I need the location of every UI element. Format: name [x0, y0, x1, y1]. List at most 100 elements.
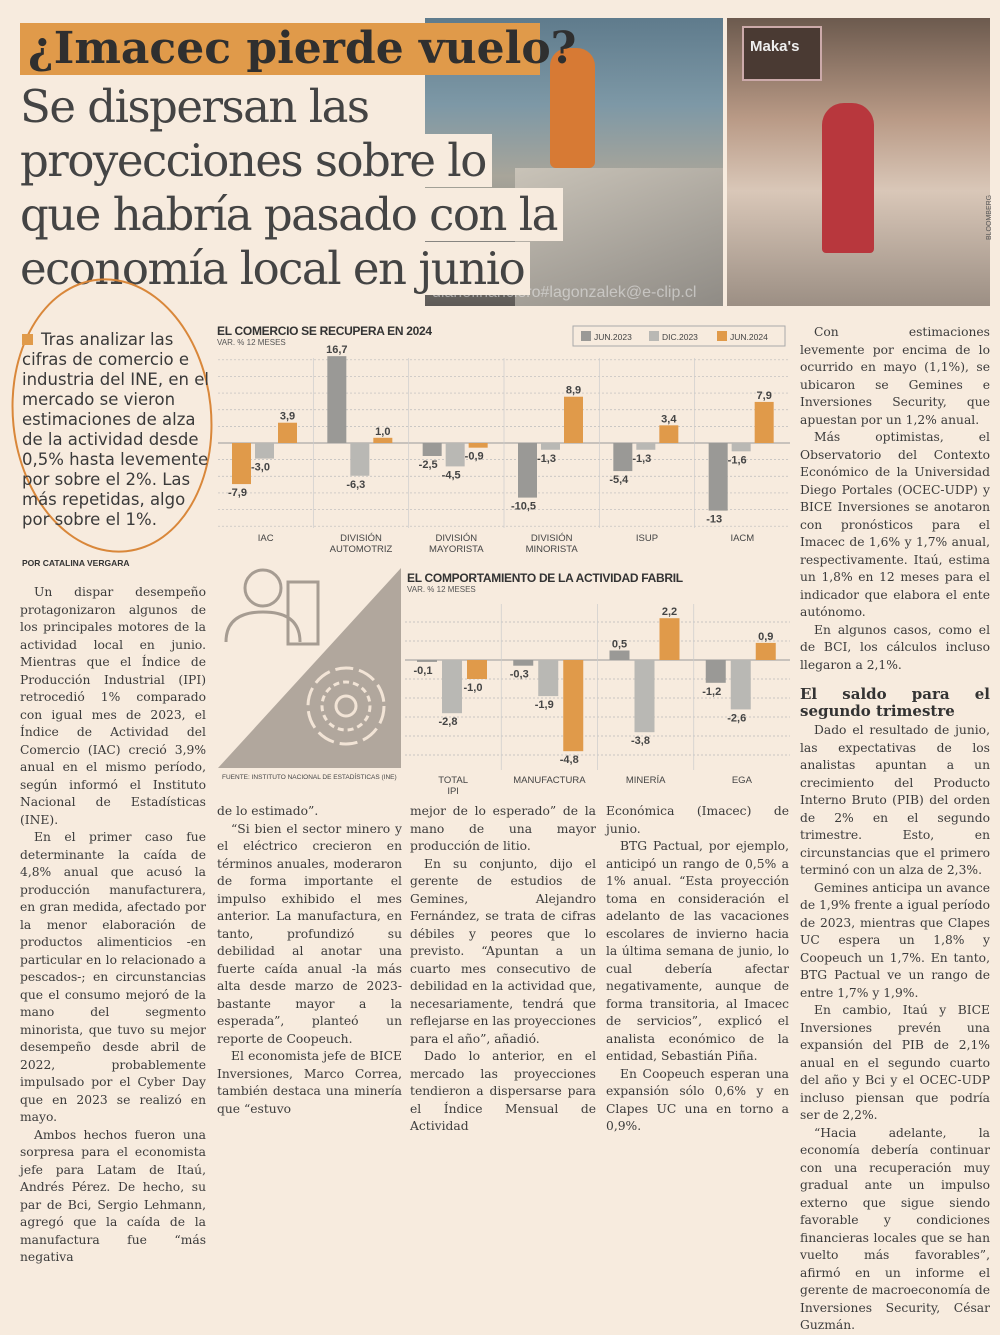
bar-dic-2023 — [445, 443, 465, 467]
category-label: TOTAL — [438, 775, 468, 786]
data-label: 0,9 — [758, 631, 773, 643]
bar-dic-2023 — [730, 660, 751, 710]
paragraph: En Coopeuch esperan una expansión sólo 0… — [606, 1066, 789, 1134]
data-label: -4,8 — [560, 754, 579, 766]
paragraph: Dado lo anterior, en el mercado las proy… — [410, 1049, 596, 1133]
paragraph: de lo estimado”. — [217, 804, 319, 818]
bar-jun-2023 — [417, 660, 437, 662]
bar-jun-2024 — [468, 443, 488, 448]
data-label: -10,5 — [511, 501, 536, 513]
data-label: -1,3 — [632, 453, 651, 465]
legend-label: JUN.2024 — [730, 332, 768, 342]
chart1-header: EL COMERCIO SE RECUPERA EN 2024 VAR. % 1… — [217, 324, 432, 347]
bar-jun-2024 — [659, 618, 680, 660]
legend-swatch — [717, 331, 727, 341]
data-label: -0,3 — [510, 669, 529, 681]
data-label: -4,5 — [442, 469, 461, 481]
data-label: -2,5 — [419, 459, 438, 471]
data-label: -3,8 — [631, 735, 650, 747]
paragraph: BTG Pactual, por ejemplo, anticipó un ra… — [606, 839, 789, 1063]
data-label: 0,5 — [612, 639, 627, 651]
data-label: -1,9 — [535, 699, 554, 711]
bar-jun-2023 — [518, 443, 537, 498]
data-label: -1,0 — [464, 682, 483, 694]
photo-credit: BLOOMBERG — [986, 194, 993, 240]
bar-jun-2023 — [708, 443, 728, 511]
bar-jun-2023 — [232, 443, 251, 485]
category-label: MINERÍA — [626, 775, 666, 786]
data-label: -2,8 — [439, 716, 458, 728]
paragraph: mejor de lo esperado” de la mano de una … — [410, 804, 596, 853]
bar-jun-2024 — [467, 660, 487, 679]
category-label: IAC — [258, 533, 274, 544]
paragraph: En algunos casos, como el de BCI, los cá… — [800, 622, 990, 672]
data-label: 2,2 — [662, 606, 677, 618]
bar-jun-2023 — [613, 443, 633, 472]
headline-line: economía local en junio — [20, 242, 531, 295]
legend-box — [572, 325, 786, 347]
data-label: 1,0 — [375, 426, 390, 438]
paragraph: En cambio, Itaú y BICE Inversiones prevé… — [800, 1003, 990, 1122]
data-label: -2,6 — [727, 712, 746, 724]
paragraph: Más optimistas, el Observatorio del Cont… — [800, 430, 990, 619]
data-label: -0,9 — [465, 451, 484, 463]
store-sign: Maka's — [742, 26, 822, 81]
category-label: IPI — [447, 786, 459, 797]
bar-dic-2023 — [731, 443, 751, 452]
data-label: -7,9 — [228, 487, 247, 499]
category-label: MANUFACTURA — [513, 775, 586, 786]
category-label: MINORISTA — [526, 544, 579, 555]
headline-line: que habría pasado con la — [20, 188, 563, 241]
bar-jun-2024 — [659, 425, 679, 443]
legend-label: JUN.2023 — [594, 332, 632, 342]
lede: Tras analizar las cifras de comercio e i… — [22, 330, 212, 530]
bar-jun-2023 — [513, 660, 534, 666]
paragraph: En el primer caso fue determinante la ca… — [20, 830, 206, 1124]
chart-source: FUENTE: INSTITUTO NACIONAL DE ESTADÍSTIC… — [222, 774, 397, 781]
bar-dic-2023 — [442, 660, 462, 714]
data-label: 3,9 — [280, 411, 295, 423]
bar-dic-2023 — [350, 443, 370, 476]
gear-icon — [306, 666, 386, 746]
data-label: 3,4 — [661, 413, 677, 425]
data-label: 8,9 — [566, 385, 581, 397]
paragraph: “Hacia adelante, la economía debería con… — [800, 1125, 990, 1333]
paragraph: “Si bien el sector minero y el eléctrico… — [217, 821, 402, 1046]
data-label: -1,6 — [728, 454, 747, 466]
paragraph: Con estimaciones levemente por encima de… — [800, 325, 990, 427]
column-4: Económica (Imacec) de junio. BTG Pactual,… — [606, 803, 789, 1136]
data-label: -0,1 — [414, 665, 433, 677]
headline: Se dispersan las proyecciones sobre lo q… — [20, 80, 590, 296]
headline-line: proyecciones sobre lo — [20, 134, 492, 187]
data-label: -1,2 — [702, 686, 721, 698]
byline: POR CATALINA VERGARA — [22, 558, 130, 568]
kicker: ¿Imacec pierde vuelo? — [20, 23, 576, 75]
category-label: IACM — [730, 533, 754, 544]
chart2-title: EL COMPORTAMIENTO DE LA ACTIVIDAD FABRIL — [407, 571, 683, 585]
chart2-header: EL COMPORTAMIENTO DE LA ACTIVIDAD FABRIL… — [407, 571, 683, 594]
chart1: IAC-7,9-3,03,9DIVISIÓNAUTOMOTRIZ16,7-6,3… — [218, 325, 790, 555]
bar-jun-2023 — [609, 650, 630, 660]
category-label: DIVISIÓN — [340, 533, 382, 544]
headline-line: Se dispersan las — [20, 80, 375, 133]
chart1-subtitle: VAR. % 12 MESES — [217, 338, 286, 347]
category-label: AUTOMOTRIZ — [330, 544, 393, 555]
category-label: DIVISIÓN — [531, 533, 573, 544]
bar-jun-2023 — [422, 443, 442, 456]
bar-jun-2024 — [755, 642, 776, 660]
bar-dic-2023 — [538, 660, 559, 697]
data-label: -13 — [706, 514, 722, 526]
data-label: 16,7 — [326, 344, 347, 356]
column-1: Un dispar desempeño protagonizaron algun… — [20, 584, 206, 1267]
chart2-subtitle: VAR. % 12 MESES — [407, 585, 476, 594]
chart1-title: EL COMERCIO SE RECUPERA EN 2024 — [217, 324, 432, 338]
bar-jun-2024 — [278, 422, 297, 443]
data-label: -3,0 — [251, 462, 270, 474]
bar-jun-2024 — [373, 437, 393, 443]
subhead: El saldo para el segundo trimestre — [800, 685, 990, 720]
bar-dic-2023 — [634, 660, 655, 733]
column-3: mejor de lo esperado” de la mano de una … — [410, 803, 596, 1136]
bar-dic-2023 — [541, 443, 560, 450]
bar-jun-2024 — [563, 660, 584, 752]
